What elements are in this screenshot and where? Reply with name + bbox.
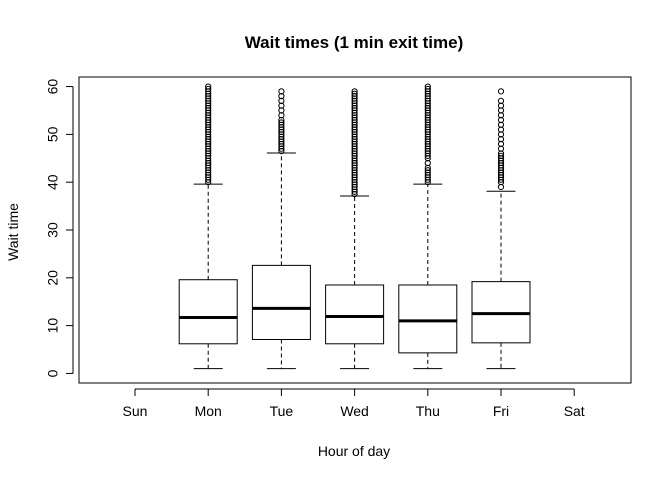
x-axis: Sun Mon Tue Wed Thu Fri Sat: [123, 388, 585, 419]
outlier-point: [497, 97, 505, 105]
box-iqr: [398, 284, 458, 354]
x-tick-label: Sun: [123, 403, 148, 419]
x-tick-label: Fri: [493, 403, 509, 419]
x-tick-label: Wed: [340, 403, 369, 419]
x-tick-label: Thu: [416, 403, 440, 419]
outlier-point: [424, 167, 431, 174]
box-group: [178, 83, 238, 370]
y-tick-label: 40: [45, 174, 61, 190]
outlier-point: [351, 88, 358, 95]
y-tick-label: 20: [45, 270, 61, 286]
outlier-point: [351, 90, 358, 97]
x-tick-label: Tue: [270, 403, 294, 419]
y-tick-label: 0: [45, 369, 61, 377]
y-tick-label: 60: [45, 79, 61, 95]
box-iqr: [251, 264, 311, 340]
outlier-point: [497, 152, 505, 159]
outlier-point: [424, 85, 431, 93]
outlier-point: [278, 88, 285, 95]
x-axis-label: Hour of day: [318, 443, 390, 459]
outlier-point: [278, 119, 285, 126]
y-axis-label: Wait time: [5, 203, 21, 261]
y-tick-label: 50: [45, 126, 61, 142]
plot-frame: [78, 76, 632, 384]
chart-title: Wait times (1 min exit time): [245, 33, 464, 52]
outlier-point: [205, 83, 212, 90]
y-tick-label: 30: [45, 222, 61, 238]
outlier-point: [424, 83, 431, 90]
outlier-point: [497, 88, 505, 95]
outlier-point: [205, 85, 212, 93]
box-group: [251, 88, 311, 370]
box-iqr: [178, 279, 238, 345]
box-iqr: [325, 284, 385, 345]
box-group: [471, 88, 531, 370]
box-group: [325, 88, 385, 370]
y-axis: 0 10 20 30 40 50 60: [45, 79, 74, 377]
boxes-layer: [178, 83, 531, 370]
y-tick-label: 10: [45, 318, 61, 334]
x-tick-label: Sat: [564, 403, 585, 419]
box-group: [398, 83, 458, 370]
x-tick-label: Mon: [195, 403, 222, 419]
